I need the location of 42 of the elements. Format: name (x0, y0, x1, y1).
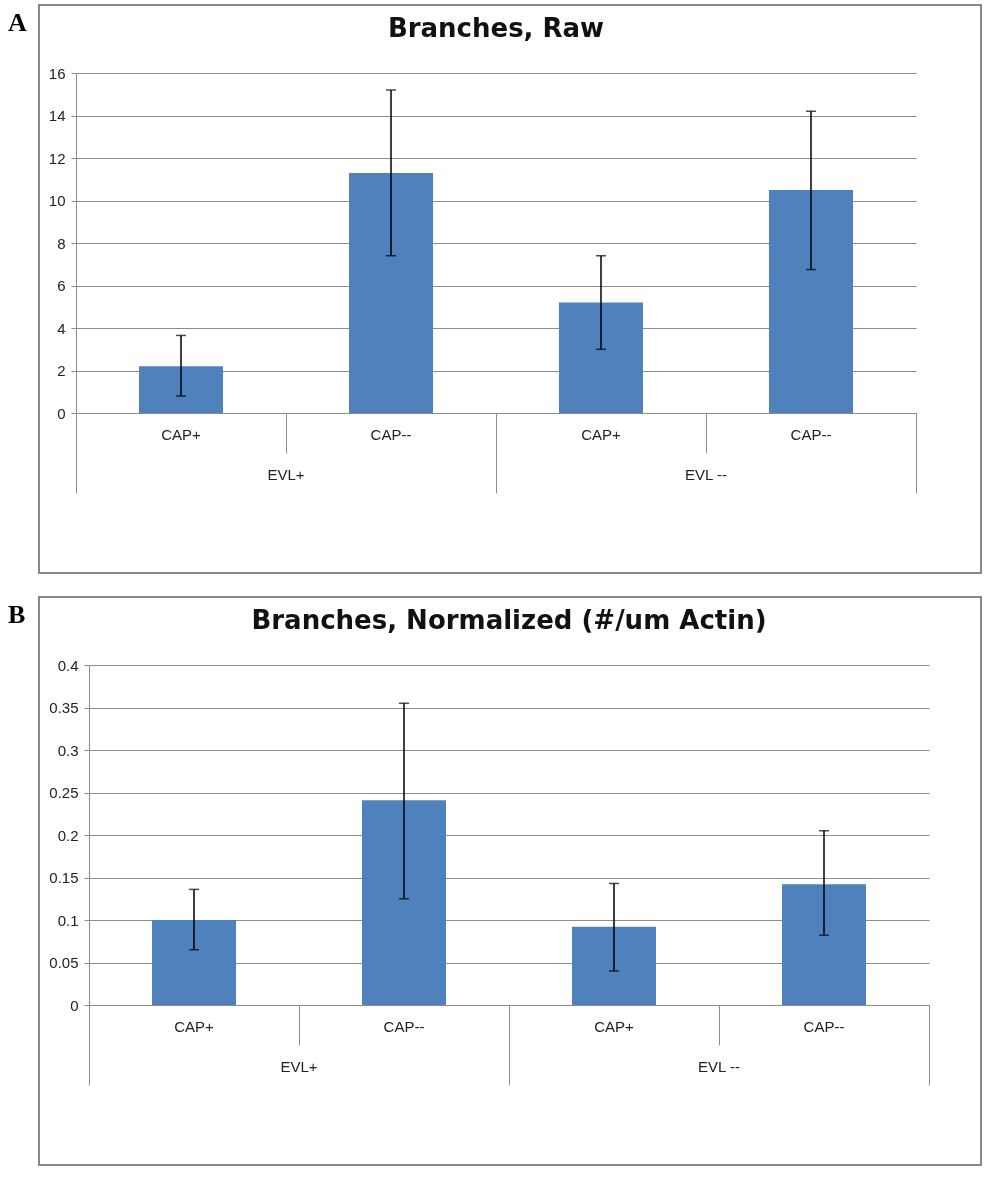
y-tick-label: 2 (57, 362, 66, 379)
y-tick-label: 8 (57, 234, 66, 252)
y-tick-label: 0.1 (57, 911, 79, 929)
y-tick-label: 16 (48, 64, 66, 82)
bar (782, 884, 866, 1005)
x-tick-label: CAP+ (594, 1018, 635, 1035)
x-tick-label: CAP-- (803, 1018, 845, 1035)
y-tick-label: 0 (57, 404, 66, 422)
x-tick-label: CAP-- (790, 426, 832, 443)
y-tick-label: 0.4 (57, 656, 79, 674)
text: EVL -- (685, 466, 727, 483)
bar (572, 926, 656, 1005)
x-tick-label: CAP+ (174, 1018, 215, 1035)
y-tick-label: 0.15 (49, 869, 79, 886)
bar (139, 366, 223, 413)
text: A (8, 8, 27, 38)
x-tick-label: CAP-- (383, 1018, 425, 1035)
y-tick-label: 14 (48, 107, 66, 124)
chart-title: Branches, Normalized (#/um Actin) (251, 605, 767, 635)
x-tick-label: CAP-- (370, 426, 412, 443)
bar (559, 302, 643, 413)
y-tick-label: 0 (70, 996, 79, 1014)
text: EVL+ (267, 466, 305, 483)
x-tick-label: CAP+ (161, 426, 202, 443)
bar (349, 172, 433, 413)
bar (362, 800, 446, 1005)
bar (152, 920, 236, 1005)
text: EVL -- (698, 1058, 740, 1075)
y-tick-label: 6 (57, 277, 66, 294)
bar (769, 189, 853, 413)
y-tick-label: 10 (48, 192, 66, 209)
y-tick-label: 0.25 (49, 784, 79, 801)
y-tick-label: 0.05 (49, 954, 79, 971)
y-tick-label: 12 (48, 149, 66, 167)
text: B (8, 600, 26, 630)
y-tick-label: 0.2 (57, 826, 79, 844)
y-tick-label: 0.3 (57, 741, 79, 759)
chart-title: Branches, Raw (387, 13, 605, 43)
text: EVL+ (280, 1058, 318, 1075)
y-tick-label: 4 (57, 319, 66, 337)
x-tick-label: CAP+ (581, 426, 622, 443)
y-tick-label: 0.35 (49, 699, 79, 716)
